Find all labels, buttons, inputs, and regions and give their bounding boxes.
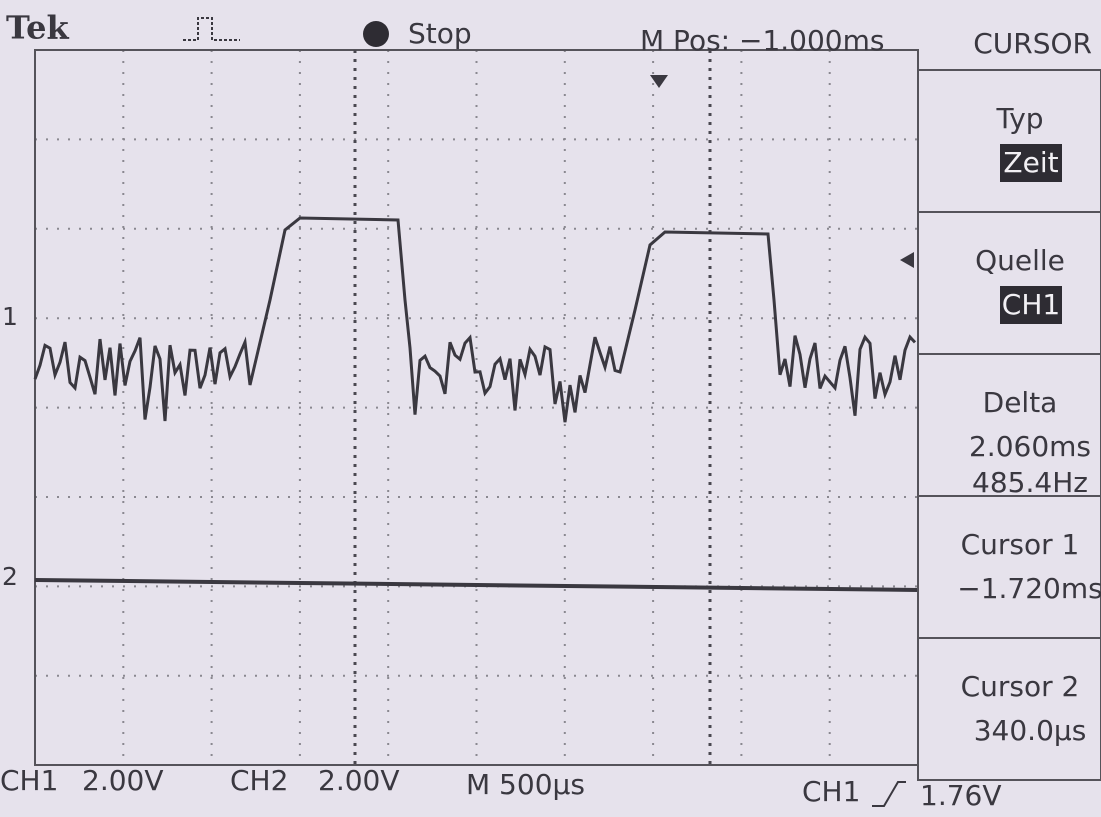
menu-value-highlight: [1000, 144, 1062, 182]
trigger-slope: [872, 781, 906, 807]
horizontal-position: M Pos: −1.000ms: [640, 24, 884, 57]
brand: Tek: [6, 9, 70, 47]
menu-value-highlight: [1000, 286, 1062, 324]
ch2-trace: [34, 578, 919, 592]
menu-title: CURSOR: [973, 27, 1092, 60]
trigger-position-marker: [650, 75, 668, 88]
menu-value: CH1: [1002, 288, 1060, 321]
menu-value: Zeit: [1003, 146, 1058, 179]
timebase: M 500µs: [466, 768, 585, 801]
menu-label: Typ: [995, 102, 1043, 135]
menu-box: [917, 637, 1101, 781]
menu-value: −1.720ms: [957, 572, 1101, 605]
ch2-marker: 2: [2, 562, 18, 591]
menu-label: Cursor 2: [961, 670, 1080, 703]
menu-value: 2.060ms: [969, 430, 1091, 463]
ch1-scale: 2.00V: [82, 764, 164, 797]
run-indicator: [363, 21, 389, 47]
ch1-marker: 1: [2, 302, 18, 331]
menu-label: Quelle: [975, 244, 1065, 277]
ch1-label: CH1: [0, 764, 58, 797]
menu-value: 485.4Hz: [972, 466, 1088, 499]
trigger-source: CH1: [802, 775, 860, 808]
menu-value: 340.0µs: [974, 714, 1087, 747]
ch2-label: CH2: [230, 764, 288, 797]
trigger-level-marker: [900, 252, 914, 268]
menu-label: Cursor 1: [961, 528, 1080, 561]
ch1-trace: [33, 216, 917, 423]
trigger-level: 1.76V: [920, 779, 1002, 812]
run-state: Stop: [408, 17, 472, 50]
menu-label: Delta: [983, 386, 1058, 419]
trigger-icon: [183, 17, 240, 41]
ch2-scale: 2.00V: [318, 764, 400, 797]
